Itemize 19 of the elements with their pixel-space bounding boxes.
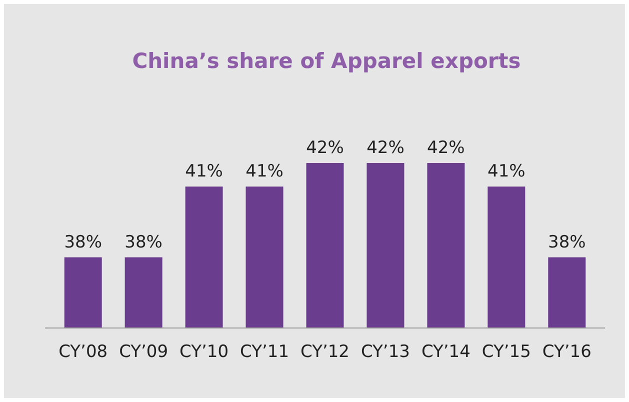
x-tick-label: CY’10 — [180, 342, 229, 362]
data-label: 42% — [306, 138, 344, 158]
chart-title: China’s share of Apparel exports — [132, 49, 521, 73]
data-label: 41% — [185, 162, 223, 182]
x-tick-label: CY’15 — [482, 342, 531, 362]
x-tick-label: CY’08 — [58, 342, 108, 362]
x-tick-label: CY’13 — [360, 342, 410, 362]
data-label: 41% — [488, 162, 526, 182]
x-tick-label: CY’09 — [119, 342, 168, 362]
data-label: 38% — [548, 232, 586, 252]
data-label: 42% — [427, 138, 465, 158]
data-label: 42% — [366, 138, 404, 158]
data-label: 38% — [64, 232, 102, 252]
x-tick-label: CY’11 — [240, 342, 290, 362]
data-label: 41% — [246, 162, 284, 182]
x-tick-label: CY’12 — [300, 342, 350, 362]
x-tick-label: CY’14 — [421, 342, 470, 362]
x-tick-label: CY’16 — [542, 342, 592, 362]
data-label: 38% — [124, 232, 162, 252]
